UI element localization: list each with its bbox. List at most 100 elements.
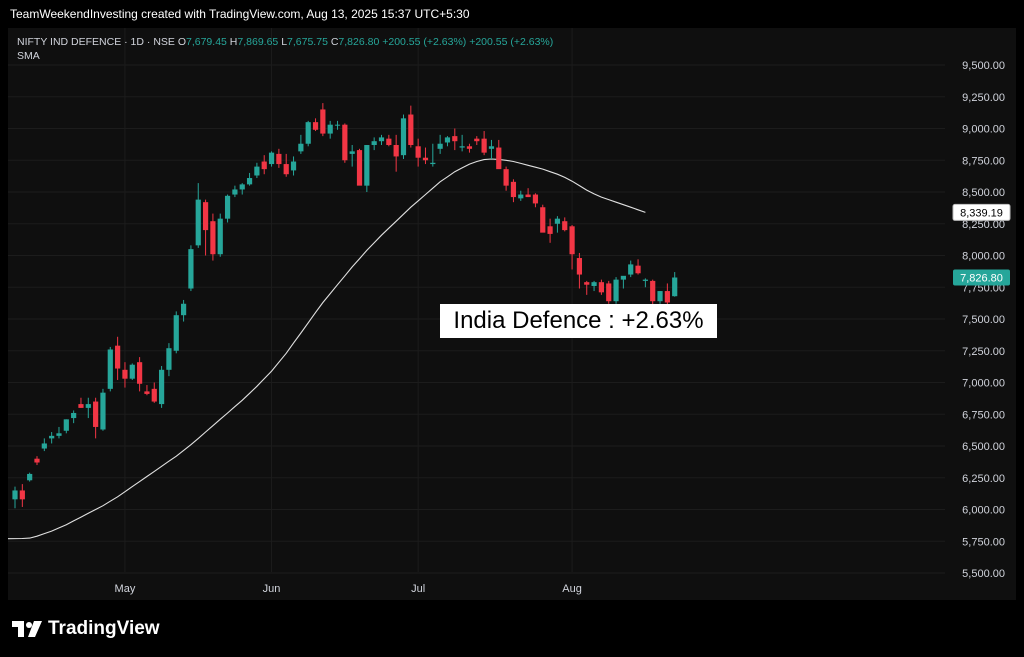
y-tick-label: 7,500.00 xyxy=(962,314,1005,326)
candle-body xyxy=(437,143,443,149)
candle xyxy=(466,143,473,153)
candle-body xyxy=(93,401,99,427)
candle xyxy=(342,123,348,163)
y-tick-label: 8,000.00 xyxy=(962,251,1005,263)
open-key: O xyxy=(177,36,186,48)
candle xyxy=(159,365,165,408)
sma-line xyxy=(7,158,646,540)
candle xyxy=(115,336,121,380)
candle-body xyxy=(488,146,495,149)
candle xyxy=(540,204,546,233)
candle xyxy=(49,432,55,444)
candle xyxy=(19,484,25,507)
x-tick-label: Jul xyxy=(411,583,425,595)
candle xyxy=(320,103,326,137)
candle xyxy=(591,280,597,292)
candle-body xyxy=(554,218,561,224)
x-tick-label: May xyxy=(115,583,136,595)
candle xyxy=(166,343,172,377)
candle xyxy=(254,162,260,179)
candle xyxy=(298,134,304,154)
candle-body xyxy=(202,202,209,231)
candle-body xyxy=(364,145,370,186)
candle-body xyxy=(34,458,40,463)
open-value: 7,679.45 xyxy=(186,36,227,48)
candle-body xyxy=(598,282,604,293)
candle xyxy=(430,143,436,167)
candle-body xyxy=(540,207,546,233)
candle xyxy=(415,138,421,167)
candle-body xyxy=(239,184,245,190)
candle-body xyxy=(635,265,641,274)
chart-legend: NIFTY IND DEFENCE · 1D · NSE O7,679.45 H… xyxy=(17,35,553,63)
candle xyxy=(268,151,275,167)
candle xyxy=(642,278,648,288)
candle-body xyxy=(400,118,407,156)
candle xyxy=(312,118,319,132)
candle xyxy=(386,134,392,147)
tradingview-logo[interactable]: TradingView xyxy=(12,618,160,640)
candle-body xyxy=(115,345,121,369)
candle-body xyxy=(19,490,25,500)
candle xyxy=(562,217,568,232)
candle xyxy=(474,136,480,146)
y-tick-label: 5,500.00 xyxy=(962,568,1005,580)
candle xyxy=(664,283,670,308)
candle xyxy=(452,128,458,151)
candle-body xyxy=(518,194,524,199)
candle-body xyxy=(496,147,502,170)
candle xyxy=(650,279,656,307)
candle xyxy=(12,486,18,509)
performance-annotation: India Defence : +2.63% xyxy=(440,304,717,338)
candle-body xyxy=(312,122,319,130)
candle-body xyxy=(664,291,670,303)
candle-body xyxy=(657,291,663,302)
close-value: 7,826.80 xyxy=(338,36,380,48)
candle-body xyxy=(430,162,436,165)
candle xyxy=(635,259,641,275)
candle-body xyxy=(276,153,282,165)
candle xyxy=(503,166,509,191)
candle-body xyxy=(217,218,223,255)
candle xyxy=(613,277,619,304)
indicator-label[interactable]: SMA xyxy=(17,50,40,62)
candle-body xyxy=(349,151,355,154)
candle-body xyxy=(386,138,392,146)
y-tick-label: 6,750.00 xyxy=(962,409,1005,421)
y-tick-label: 8,500.00 xyxy=(962,187,1005,199)
candle xyxy=(71,410,77,424)
close-key: C xyxy=(330,36,339,48)
candles xyxy=(12,103,678,509)
high-value: 7,869.65 xyxy=(237,36,279,48)
candle xyxy=(239,183,245,195)
candle xyxy=(378,134,385,146)
y-tick-label: 6,250.00 xyxy=(962,473,1005,485)
high-key: H xyxy=(229,36,238,48)
candle xyxy=(195,183,201,248)
candle-body xyxy=(129,364,135,379)
candle xyxy=(246,172,253,186)
candle xyxy=(576,252,583,289)
candle xyxy=(93,397,99,439)
candle-body xyxy=(144,391,150,394)
attribution-bar: TeamWeekendInvesting created with Tradin… xyxy=(0,0,1024,28)
candle xyxy=(85,397,91,419)
candle-body xyxy=(613,279,619,302)
candle-body xyxy=(327,124,333,134)
candle-body xyxy=(210,221,216,255)
candle xyxy=(569,225,575,270)
candle-body xyxy=(452,136,458,142)
low-value: 7,675.75 xyxy=(287,36,328,48)
candle-body xyxy=(591,282,597,286)
x-tick-label: Jun xyxy=(263,583,281,595)
y-tick-label: 9,250.00 xyxy=(962,92,1005,104)
candle-body xyxy=(71,412,77,419)
candle xyxy=(672,272,678,297)
candle xyxy=(107,346,113,392)
footer xyxy=(0,600,1024,657)
grid-lines xyxy=(8,28,945,574)
candle-body xyxy=(371,141,377,146)
candle-body xyxy=(100,392,106,430)
candle xyxy=(144,385,150,396)
